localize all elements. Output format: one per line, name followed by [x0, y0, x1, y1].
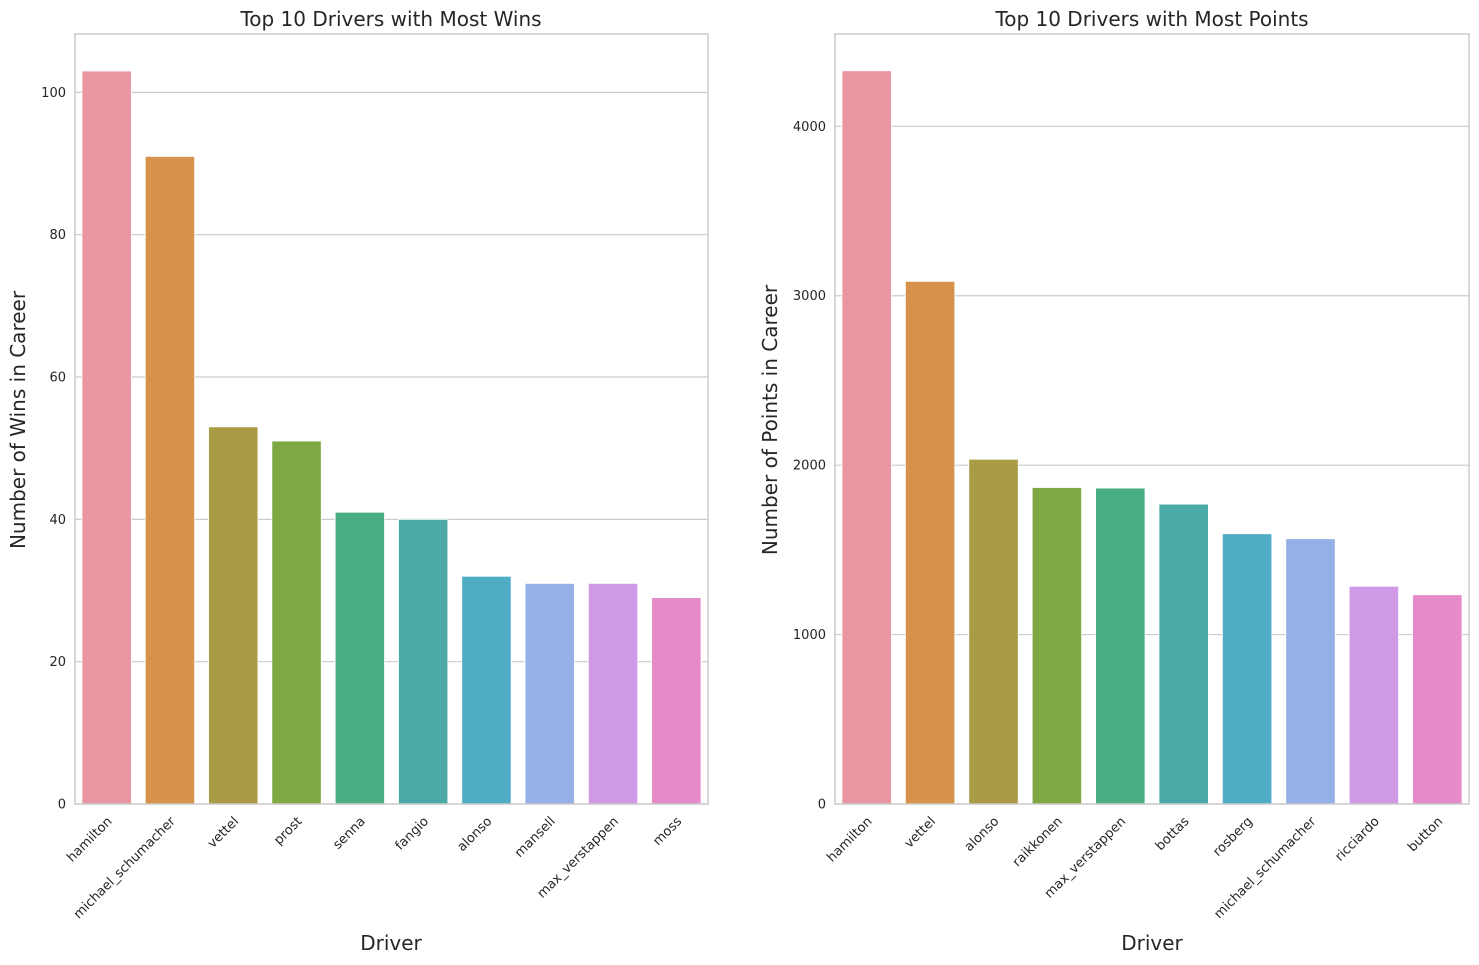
wins-bar-fangio	[398, 518, 449, 805]
points-xtick-label: button	[1405, 814, 1446, 855]
points-bar-rosberg	[1221, 533, 1273, 805]
wins-bar-moss	[651, 597, 702, 805]
wins-bar-mansell	[524, 582, 575, 805]
points-xtick-label: rosberg	[1210, 814, 1256, 860]
wins-bar-vettel	[208, 426, 259, 805]
points-chart-title: Top 10 Drivers with Most Points	[994, 7, 1308, 31]
points-plot-frame	[834, 33, 1470, 805]
wins-chart-title: Top 10 Drivers with Most Wins	[239, 7, 541, 31]
points-xtick-label: bottas	[1153, 814, 1193, 854]
points-chart: Top 10 Drivers with Most Points Driver N…	[758, 7, 1470, 955]
points-bar-michael_schumacher	[1285, 538, 1336, 805]
points-bar-hamilton	[841, 70, 892, 805]
wins-xtick-label: vettel	[205, 814, 242, 851]
wins-plot-frame	[74, 33, 709, 805]
wins-bar-michael_schumacher	[144, 156, 196, 805]
wins-chart-ylabel: Number of Wins in Career	[6, 290, 30, 549]
wins-ytick-label: 60	[49, 371, 66, 386]
wins-bar-hamilton	[81, 70, 132, 805]
wins-bar-alonso	[461, 575, 512, 805]
wins-ytick-label: 40	[49, 513, 66, 528]
wins-xtick-label: fangio	[393, 814, 432, 853]
points-xtick-label: hamilton	[824, 814, 875, 865]
points-bar-bottas	[1158, 503, 1209, 805]
wins-xtick-label: alonso	[455, 814, 496, 855]
wins-xtick-label: hamilton	[64, 814, 115, 865]
points-bar-button	[1412, 594, 1463, 805]
wins-ytick-label: 0	[58, 798, 66, 813]
points-xtick-label: michael_schumacher	[1211, 814, 1319, 922]
points-ytick-label: 2000	[793, 459, 826, 474]
wins-xtick-label: prost	[271, 814, 305, 848]
wins-xtick-label: senna	[330, 814, 368, 852]
wins-ytick-label: 100	[41, 86, 66, 101]
wins-bar-max_verstappen	[587, 582, 639, 805]
wins-ytick-label: 80	[49, 228, 66, 243]
points-xtick-label: ricciardo	[1332, 814, 1382, 864]
points-chart-ylabel: Number of Points in Career	[758, 284, 782, 555]
wins-chart: Top 10 Drivers with Most Wins Driver Num…	[6, 7, 709, 955]
points-bar-alonso	[968, 458, 1019, 805]
wins-xtick-label: michael_schumacher	[71, 814, 179, 922]
points-xtick-label: alonso	[962, 814, 1003, 855]
points-ytick-label: 1000	[793, 628, 826, 643]
wins-xtick-label: mansell	[512, 814, 559, 861]
points-bar-raikkonen	[1031, 487, 1083, 805]
wins-ytick-label: 20	[49, 655, 66, 670]
points-xtick-label: vettel	[902, 814, 939, 851]
wins-bar-prost	[271, 440, 322, 805]
points-chart-xlabel: Driver	[1121, 931, 1183, 955]
points-bar-vettel	[904, 280, 956, 805]
wins-chart-xlabel: Driver	[360, 931, 422, 955]
wins-xtick-label: moss	[650, 814, 685, 849]
points-bar-ricciardo	[1348, 585, 1400, 805]
points-xtick-label: raikkonen	[1010, 814, 1066, 870]
points-ytick-label: 3000	[793, 289, 826, 304]
wins-bar-senna	[334, 511, 385, 805]
points-ytick-label: 4000	[793, 120, 826, 135]
points-ytick-label: 0	[818, 798, 826, 813]
points-bar-max_verstappen	[1095, 487, 1146, 805]
